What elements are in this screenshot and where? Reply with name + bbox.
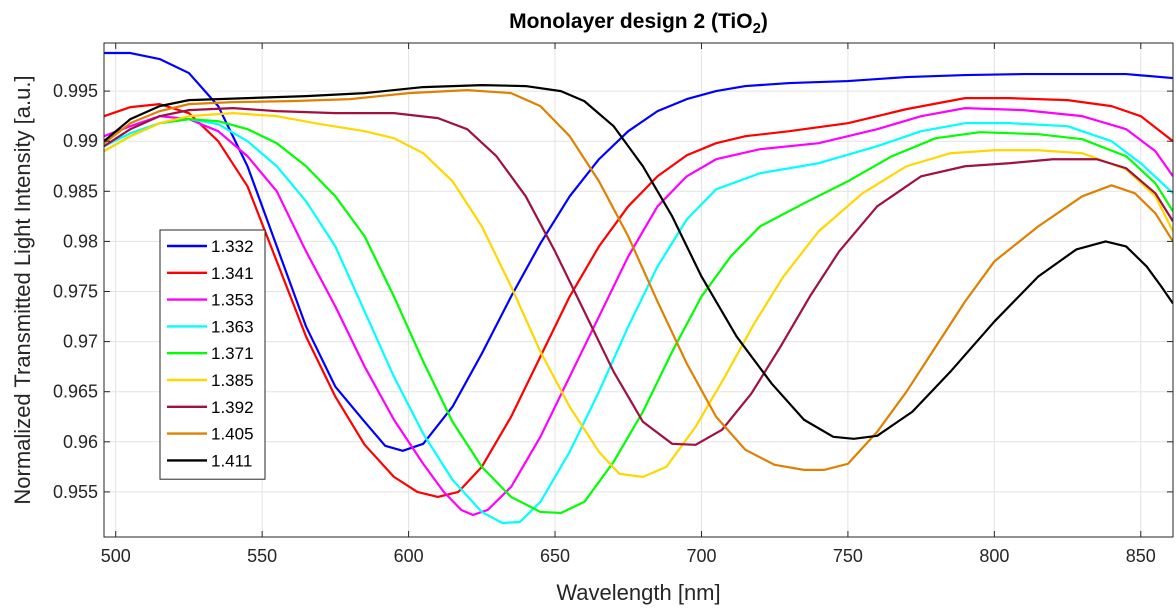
legend-label: 1.405 [211,425,254,444]
ticks-layer: 500 550 600 650 700 750 800 850 0.955 0.96 0.965 0.… [53,42,1174,566]
chart-title-main: Monolayer design 2 (TiO [509,10,753,33]
y-tick-label: 0.965 [53,382,98,402]
x-tick-label: 650 [540,546,570,566]
y-tick-label: 0.955 [53,482,98,502]
x-tick-label: 500 [101,546,131,566]
series-line-1-363 [104,118,1173,525]
legend-label: 1.341 [211,264,254,283]
x-tick-label: 700 [686,546,716,566]
y-axis-label: Normalized Transmitted Light Intensity [… [10,75,35,504]
x-tick-label: 800 [979,546,1009,566]
x-tick-label: 600 [394,546,424,566]
legend-label: 1.411 [211,451,252,470]
legend-box [159,229,266,480]
axes-box [103,42,1174,538]
series-line-1-353 [104,107,1173,517]
x-tick-label: 850 [1126,546,1156,566]
series-line-1-405 [104,89,1173,471]
series-line-1-392 [104,107,1173,446]
series-line-1-385 [104,112,1173,478]
x-axis-label: Wavelength [nm] [556,580,720,605]
legend-label: 1.385 [211,371,254,390]
x-tick-label: 550 [247,546,277,566]
y-tick-label: 0.985 [53,181,98,201]
y-tick-label: 0.98 [63,231,98,251]
chart-title-closing: ) [761,10,768,33]
legend-label: 1.371 [211,344,254,363]
legend: 1.332 1.341 1.353 1.363 1.371 1.385 1.392 1.405… [159,229,266,480]
series-line-1-411 [104,83,1173,440]
series-line-1-371 [104,118,1173,515]
y-tick-label: 0.975 [53,282,98,302]
y-tick-label: 0.995 [53,81,98,101]
legend-label: 1.332 [211,237,254,256]
chart-title-subscript: 2 [753,20,761,37]
y-tick-label: 0.97 [63,332,98,352]
legend-label: 1.353 [211,291,254,310]
y-tick-label: 0.99 [63,131,98,151]
series-line-1-332 [104,51,1173,452]
chart-title: Monolayer design 2 (TiO2) [509,10,768,37]
series-layer [104,51,1173,525]
series-line-1-341 [104,97,1173,499]
y-tick-label: 0.96 [63,432,98,452]
legend-label: 1.363 [211,317,254,336]
x-tick-label: 750 [833,546,863,566]
legend-label: 1.392 [211,398,254,417]
